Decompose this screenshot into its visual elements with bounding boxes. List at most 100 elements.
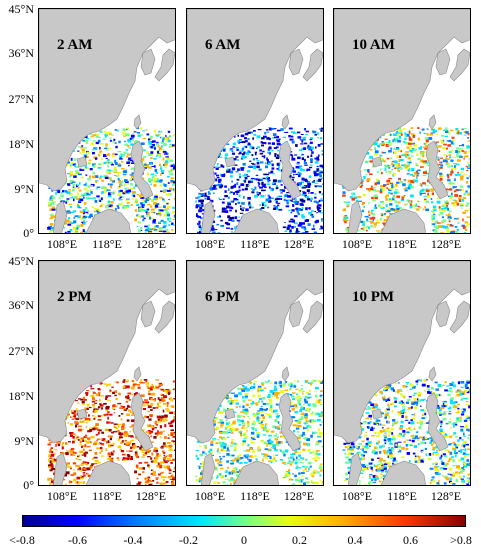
data-pixel — [277, 202, 281, 204]
data-pixel — [301, 215, 305, 219]
data-pixel — [445, 147, 448, 150]
data-pixel — [82, 445, 87, 447]
data-pixel — [417, 127, 420, 129]
data-pixel — [263, 408, 267, 412]
data-pixel — [415, 162, 418, 165]
data-pixel — [302, 465, 305, 468]
data-pixel — [66, 463, 69, 466]
data-pixel — [173, 146, 175, 148]
data-pixel — [457, 171, 459, 174]
data-pixel — [321, 445, 323, 448]
data-pixel — [162, 198, 165, 201]
data-pixel — [305, 407, 310, 411]
data-pixel — [168, 220, 172, 222]
data-pixel — [166, 213, 170, 217]
data-pixel — [230, 462, 234, 465]
data-pixel — [137, 481, 141, 485]
data-pixel — [104, 147, 108, 149]
data-pixel — [231, 439, 235, 441]
data-pixel — [235, 471, 240, 474]
data-pixel — [373, 207, 377, 209]
data-pixel — [248, 459, 251, 463]
data-pixel — [457, 130, 460, 133]
data-pixel — [371, 216, 376, 220]
data-pixel — [259, 178, 263, 182]
data-pixel — [154, 195, 158, 199]
data-pixel — [310, 158, 313, 161]
data-pixel — [89, 406, 92, 409]
data-pixel — [131, 436, 134, 438]
data-pixel — [100, 130, 103, 132]
data-pixel — [105, 406, 110, 410]
data-pixel — [164, 390, 168, 393]
data-pixel — [385, 198, 389, 201]
data-pixel — [144, 484, 147, 485]
data-pixel — [317, 207, 320, 209]
data-pixel — [235, 203, 237, 206]
data-pixel — [385, 144, 390, 147]
data-pixel — [239, 462, 243, 465]
data-pixel — [168, 224, 171, 226]
data-pixel — [127, 404, 130, 408]
data-pixel — [151, 175, 155, 179]
data-pixel — [366, 225, 370, 228]
data-pixel — [247, 150, 250, 153]
data-pixel — [285, 200, 288, 202]
data-pixel — [143, 453, 147, 456]
data-pixel — [126, 187, 130, 189]
data-pixel — [259, 204, 262, 206]
data-pixel — [226, 394, 229, 398]
data-pixel — [396, 191, 400, 194]
data-pixel — [112, 450, 115, 453]
data-pixel — [154, 197, 159, 201]
data-pixel — [215, 178, 218, 182]
data-pixel — [289, 383, 293, 386]
data-pixel — [155, 204, 159, 208]
data-pixel — [134, 200, 138, 203]
data-pixel — [239, 212, 244, 214]
data-pixel — [126, 155, 129, 158]
data-pixel — [158, 230, 163, 232]
data-pixel — [298, 434, 302, 437]
data-pixel — [257, 446, 261, 449]
data-pixel — [155, 379, 159, 381]
data-pixel — [448, 220, 451, 223]
data-pixel — [168, 170, 172, 173]
data-pixel — [172, 211, 175, 214]
data-pixel — [123, 459, 128, 461]
data-pixel — [72, 478, 77, 482]
data-pixel — [440, 232, 444, 233]
data-pixel — [467, 193, 470, 196]
data-pixel — [370, 211, 373, 215]
data-pixel — [440, 161, 443, 164]
data-pixel — [237, 413, 240, 415]
data-pixel — [266, 183, 271, 185]
data-pixel — [72, 451, 76, 454]
data-pixel — [393, 151, 397, 155]
data-pixel — [109, 391, 112, 393]
data-pixel — [217, 163, 219, 166]
data-pixel — [264, 425, 267, 428]
data-pixel — [274, 381, 278, 385]
data-pixel — [316, 180, 319, 182]
data-pixel — [276, 168, 279, 170]
data-pixel — [245, 146, 248, 148]
land-mass — [288, 300, 304, 328]
data-pixel — [250, 437, 255, 440]
data-pixel — [305, 409, 308, 412]
data-pixel — [230, 200, 234, 203]
data-pixel — [161, 399, 166, 402]
data-pixel — [459, 175, 464, 179]
data-pixel — [294, 403, 297, 407]
data-pixel — [107, 189, 111, 191]
data-pixel — [414, 207, 417, 210]
data-pixel — [65, 200, 69, 202]
data-pixel — [93, 156, 97, 159]
data-pixel — [445, 158, 448, 162]
data-pixel — [414, 179, 418, 183]
data-pixel — [389, 183, 393, 185]
data-pixel — [417, 157, 421, 160]
data-pixel — [47, 458, 50, 462]
data-pixel — [118, 140, 121, 144]
data-pixel — [293, 385, 297, 388]
